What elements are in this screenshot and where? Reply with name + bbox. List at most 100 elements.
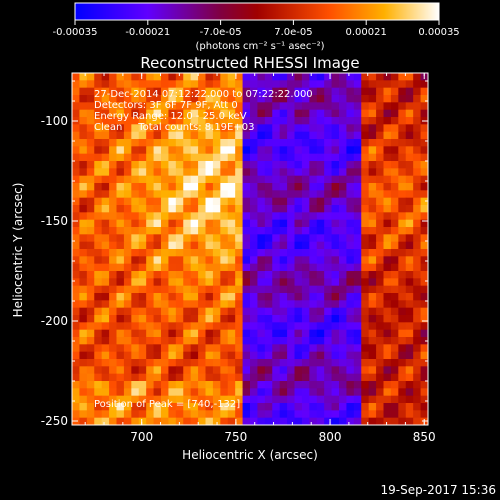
heatmap-cell: [390, 234, 399, 243]
heatmap-cell: [168, 205, 177, 213]
heatmap-cell: [79, 153, 88, 162]
heatmap-cell: [346, 263, 355, 272]
heatmap-cell: [212, 403, 221, 411]
heatmap-cell: [309, 80, 318, 89]
heatmap-cell: [183, 285, 192, 294]
heatmap-cell: [405, 183, 414, 191]
heatmap-cell: [324, 293, 332, 301]
heatmap-cell: [405, 329, 414, 338]
x-tick-label: 850: [413, 430, 436, 444]
heatmap-cell: [79, 168, 88, 177]
heatmap-cell: [212, 307, 221, 316]
heatmap-cell: [131, 219, 140, 228]
heatmap-cell: [398, 410, 407, 419]
heatmap-cell: [94, 278, 103, 287]
heatmap-cell: [72, 293, 80, 301]
heatmap-cell: [190, 395, 199, 404]
heatmap-cell: [220, 366, 229, 375]
heatmap-cell: [324, 403, 332, 411]
heatmap-cell: [272, 315, 281, 323]
heatmap-cell: [272, 139, 281, 147]
heatmap-cell: [361, 109, 370, 118]
heatmap-cell: [294, 410, 303, 419]
heatmap-cell: [94, 227, 103, 235]
heatmap-cell: [257, 241, 266, 250]
heatmap-cell: [301, 102, 310, 111]
heatmap-cell: [161, 153, 169, 162]
heatmap-cell: [420, 271, 429, 279]
heatmap-cell: [398, 388, 407, 397]
heatmap-cell: [116, 227, 125, 235]
heatmap-cell: [227, 337, 236, 345]
heatmap-cell: [161, 168, 169, 177]
heatmap-cell: [353, 117, 362, 125]
heatmap-cell: [183, 315, 192, 323]
heatmap-cell: [405, 417, 414, 426]
heatmap-cell: [161, 395, 169, 404]
heatmap-cell: [109, 403, 117, 411]
heatmap-cell: [353, 263, 362, 272]
heatmap-cell: [175, 263, 184, 272]
heatmap-cell: [227, 117, 236, 125]
heatmap-cell: [183, 359, 192, 367]
heatmap-cell: [205, 241, 214, 250]
heatmap-cell: [405, 307, 414, 316]
heatmap-cell: [109, 366, 117, 375]
heatmap-cell: [94, 241, 103, 250]
heatmap-cell: [72, 329, 80, 338]
annotation-line: Detectors: 3F 6F 7F 9F, Att 0: [94, 100, 238, 111]
heatmap-cell: [398, 95, 407, 103]
heatmap-cell: [279, 381, 288, 389]
heatmap-cell: [301, 205, 310, 213]
heatmap-cell: [153, 410, 162, 419]
heatmap-cell: [161, 388, 169, 397]
heatmap-cell: [339, 73, 347, 81]
heatmap-cell: [131, 322, 140, 331]
heatmap-cell: [368, 388, 377, 397]
heatmap-cell: [309, 256, 318, 265]
heatmap-cell: [390, 153, 399, 162]
heatmap-cell: [301, 278, 310, 287]
heatmap-cell: [153, 117, 162, 125]
heatmap-cell: [294, 80, 303, 89]
heatmap-cell: [123, 395, 132, 404]
heatmap-cell: [138, 359, 147, 367]
heatmap-cell: [198, 146, 206, 155]
heatmap-cell: [101, 175, 110, 184]
heatmap-cell: [94, 271, 103, 279]
heatmap-cell: [242, 109, 251, 118]
heatmap-cell: [123, 381, 132, 389]
heatmap-cell: [383, 359, 392, 367]
heatmap-cell: [86, 263, 95, 272]
heatmap-cell: [109, 73, 117, 81]
heatmap-cell: [138, 80, 147, 89]
heatmap-cell: [153, 227, 162, 235]
heatmap-cell: [94, 417, 103, 426]
heatmap-cell: [79, 109, 88, 118]
heatmap-cell: [279, 241, 288, 250]
heatmap-cell: [190, 307, 199, 316]
heatmap-cell: [161, 285, 169, 294]
heatmap-cell: [353, 212, 362, 221]
heatmap-cell: [79, 307, 88, 316]
heatmap-cell: [324, 212, 332, 221]
heatmap-cell: [339, 322, 347, 331]
heatmap-cell: [220, 124, 229, 133]
heatmap-cell: [212, 256, 221, 265]
heatmap-cell: [346, 87, 355, 96]
heatmap-cell: [190, 388, 199, 397]
heatmap-cell: [183, 175, 192, 184]
heatmap-cell: [86, 293, 95, 301]
heatmap-cell: [101, 263, 110, 272]
heatmap-cell: [272, 388, 281, 397]
heatmap-cell: [346, 359, 355, 367]
heatmap-cell: [264, 337, 273, 345]
heatmap-cell: [161, 117, 169, 125]
heatmap-cell: [398, 403, 407, 411]
heatmap-cell: [324, 417, 332, 426]
heatmap-cell: [153, 102, 162, 111]
heatmap-cell: [72, 109, 80, 118]
heatmap-cell: [131, 117, 140, 125]
heatmap-cell: [324, 381, 332, 389]
heatmap-cell: [138, 344, 147, 353]
